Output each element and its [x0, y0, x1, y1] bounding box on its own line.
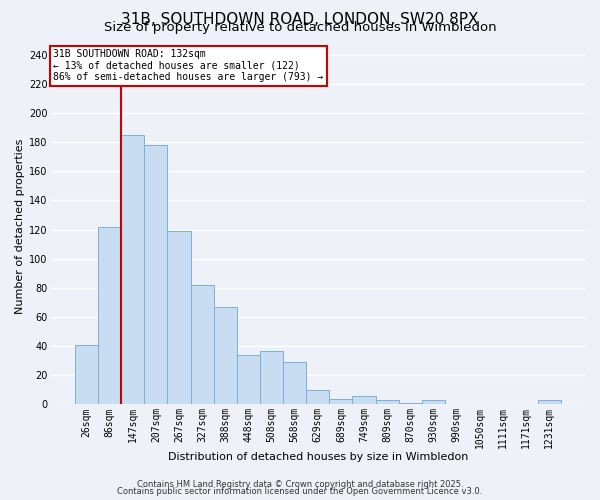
Bar — [214, 307, 237, 404]
Bar — [237, 355, 260, 405]
X-axis label: Distribution of detached houses by size in Wimbledon: Distribution of detached houses by size … — [167, 452, 468, 462]
Bar — [121, 135, 144, 404]
Y-axis label: Number of detached properties: Number of detached properties — [15, 138, 25, 314]
Bar — [191, 285, 214, 405]
Bar — [352, 396, 376, 404]
Bar — [399, 403, 422, 404]
Bar — [98, 226, 121, 404]
Bar — [144, 145, 167, 405]
Text: Size of property relative to detached houses in Wimbledon: Size of property relative to detached ho… — [104, 22, 496, 35]
Bar — [422, 400, 445, 404]
Bar — [283, 362, 306, 405]
Bar — [260, 350, 283, 405]
Bar — [329, 398, 352, 404]
Text: Contains public sector information licensed under the Open Government Licence v3: Contains public sector information licen… — [118, 487, 482, 496]
Bar — [75, 344, 98, 405]
Text: 31B SOUTHDOWN ROAD: 132sqm
← 13% of detached houses are smaller (122)
86% of sem: 31B SOUTHDOWN ROAD: 132sqm ← 13% of deta… — [53, 50, 323, 82]
Text: 31B, SOUTHDOWN ROAD, LONDON, SW20 8PX: 31B, SOUTHDOWN ROAD, LONDON, SW20 8PX — [121, 12, 479, 26]
Text: Contains HM Land Registry data © Crown copyright and database right 2025.: Contains HM Land Registry data © Crown c… — [137, 480, 463, 489]
Bar — [167, 231, 191, 404]
Bar — [538, 400, 561, 404]
Bar — [306, 390, 329, 404]
Bar — [376, 400, 399, 404]
